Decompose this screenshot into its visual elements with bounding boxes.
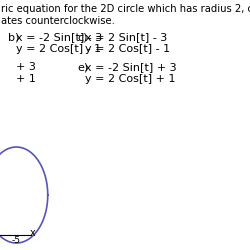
Text: c): c) xyxy=(77,32,88,42)
Text: x = 2 Sin[t] - 3: x = 2 Sin[t] - 3 xyxy=(85,32,167,42)
Text: y = 2 Cos[t] + 1: y = 2 Cos[t] + 1 xyxy=(85,74,176,84)
Text: -5: -5 xyxy=(11,236,20,245)
Text: ric equation for the 2D circle which has radius 2, center: ric equation for the 2D circle which has… xyxy=(1,4,250,14)
Text: b): b) xyxy=(8,32,19,42)
Text: e): e) xyxy=(77,62,88,72)
Text: x = -2 Sin[t] - 3: x = -2 Sin[t] - 3 xyxy=(16,32,102,42)
Text: y = 2 Cos[t] - 1: y = 2 Cos[t] - 1 xyxy=(85,44,170,54)
Text: + 3: + 3 xyxy=(16,62,36,72)
Text: ates counterclockwise.: ates counterclockwise. xyxy=(1,16,115,26)
Text: x = -2 Sin[t] + 3: x = -2 Sin[t] + 3 xyxy=(85,62,177,72)
Text: + 1: + 1 xyxy=(16,74,36,84)
Text: y = 2 Cos[t] - 1: y = 2 Cos[t] - 1 xyxy=(16,44,101,54)
Text: x: x xyxy=(30,228,36,238)
